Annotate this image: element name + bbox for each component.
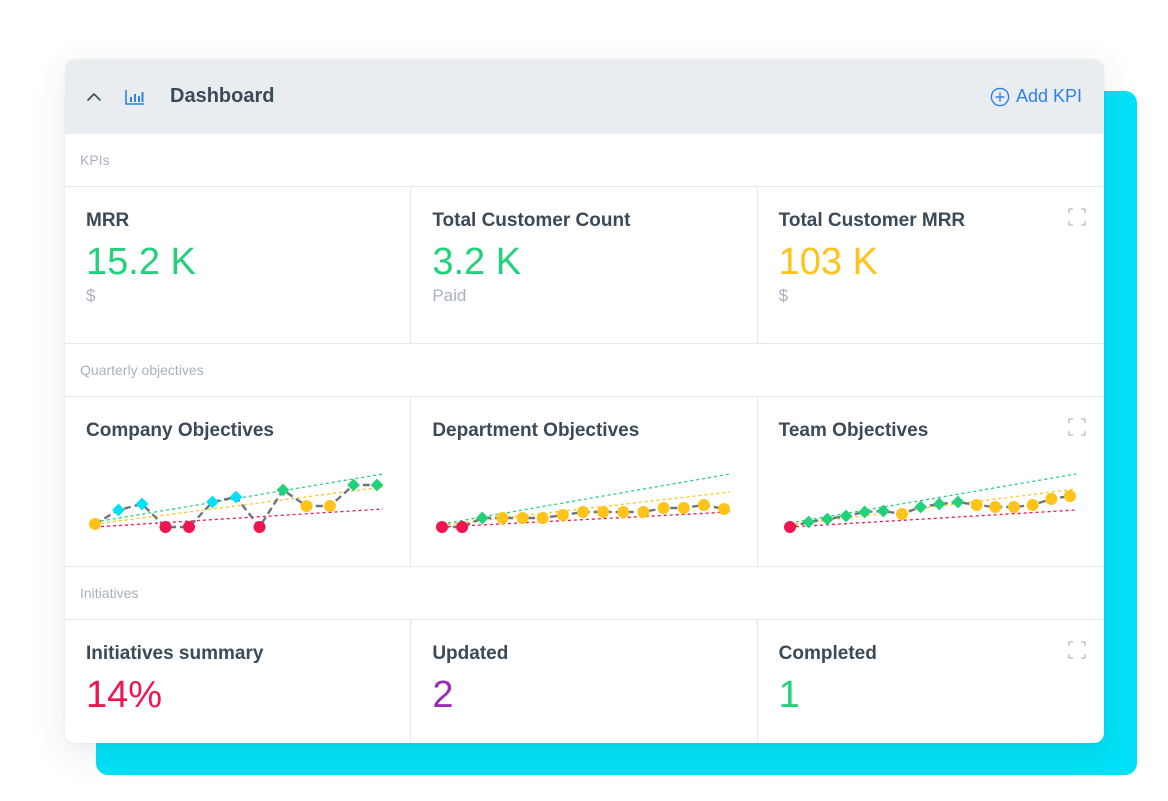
kpi-unit: Paid: [432, 286, 467, 305]
dashboard-card: Dashboard Add KPI KPIs MRR 15.2 K $ Tota…: [65, 59, 1104, 743]
initiative-tile-updated[interactable]: Updated 2: [411, 620, 758, 742]
kpi-value: 3.2 K: [432, 241, 522, 283]
initiative-title: Initiatives summary: [86, 643, 264, 664]
bar-chart-icon: [125, 89, 145, 105]
expand-icon[interactable]: [1068, 418, 1086, 436]
kpi-title: Total Customer MRR: [778, 210, 966, 231]
data-point: [557, 509, 570, 521]
data-point: [839, 509, 853, 523]
data-point: [300, 500, 313, 512]
initiative-title: Updated: [432, 643, 509, 664]
trend-line: [789, 473, 1076, 524]
sparkline-chart: [436, 473, 731, 533]
data-point: [253, 521, 266, 533]
kpi-tile-customer-mrr[interactable]: Total Customer MRR 103 K $: [758, 187, 1104, 343]
data-point: [159, 521, 172, 533]
data-point: [698, 499, 711, 511]
data-point: [1063, 490, 1076, 502]
data-point: [577, 506, 590, 518]
data-point: [370, 478, 384, 492]
data-point: [183, 521, 195, 533]
data-point: [718, 503, 731, 515]
section-label-objectives: Quarterly objectives: [65, 344, 1104, 397]
trend-line: [442, 511, 731, 528]
data-point: [135, 497, 149, 511]
data-point: [229, 490, 243, 504]
data-point: [456, 521, 469, 533]
data-point: [276, 483, 290, 497]
objective-title: Company Objectives: [86, 420, 274, 441]
objective-title: Department Objectives: [432, 420, 640, 441]
initiative-value: 1: [778, 674, 800, 716]
kpi-value: 103 K: [778, 241, 878, 283]
data-point: [876, 504, 890, 518]
objective-tile-department[interactable]: Department Objectives: [411, 397, 758, 566]
data-point: [913, 500, 927, 514]
kpi-row: MRR 15.2 K $ Total Customer Count 3.2 K …: [65, 187, 1104, 344]
data-point: [783, 521, 796, 533]
sparkline-chart: [89, 473, 384, 533]
data-point: [895, 508, 908, 520]
chevron-up-icon[interactable]: [85, 88, 103, 106]
data-point: [657, 502, 670, 514]
initiative-title: Completed: [778, 643, 877, 664]
data-point: [347, 478, 360, 492]
trend-line: [442, 473, 731, 525]
kpi-title: Total Customer Count: [432, 210, 631, 231]
trend-line: [789, 488, 1076, 526]
sparkline-chart: [783, 473, 1076, 533]
data-point: [537, 512, 550, 524]
kpi-title: MRR: [86, 210, 130, 231]
data-point: [436, 521, 449, 533]
data-point: [597, 506, 610, 518]
kpi-unit: $: [86, 286, 96, 305]
data-point: [1007, 501, 1020, 513]
data-point: [970, 499, 983, 511]
add-kpi-label: Add KPI: [1015, 86, 1082, 106]
expand-icon[interactable]: [1068, 208, 1086, 226]
initiative-value: 2: [432, 674, 454, 716]
kpi-value: 15.2 K: [86, 241, 196, 283]
section-label-initiatives: Initiatives: [65, 567, 1104, 620]
initiative-tile-completed[interactable]: Completed 1: [758, 620, 1104, 742]
initiatives-row: Initiatives summary 14% Updated 2 Comple…: [65, 620, 1104, 742]
data-point: [496, 512, 509, 524]
kpi-tile-customer-count[interactable]: Total Customer Count 3.2 K Paid: [411, 187, 758, 343]
add-kpi-button[interactable]: Add KPI: [990, 86, 1082, 107]
objective-tile-team[interactable]: Team Objectives: [758, 397, 1104, 566]
data-point: [678, 502, 691, 514]
initiative-tile-summary[interactable]: Initiatives summary 14%: [65, 620, 412, 742]
data-point: [324, 500, 336, 512]
objective-tile-company[interactable]: Company Objectives: [65, 397, 412, 566]
trend-line: [94, 486, 384, 525]
plus-circle-icon: [990, 87, 1010, 106]
data-point: [476, 511, 489, 525]
data-point: [112, 503, 125, 517]
dashboard-header: Dashboard Add KPI: [65, 59, 1104, 134]
kpi-tile-mrr[interactable]: MRR 15.2 K $: [65, 187, 412, 343]
expand-icon[interactable]: [1068, 641, 1086, 659]
objective-title: Team Objectives: [778, 420, 929, 441]
data-point: [89, 518, 101, 530]
kpi-unit: $: [778, 286, 789, 305]
data-point: [857, 505, 871, 519]
data-point: [951, 495, 965, 509]
page-title: Dashboard: [170, 85, 275, 107]
data-point: [206, 495, 219, 509]
data-point: [1044, 493, 1057, 505]
series-line: [789, 494, 1070, 529]
data-point: [820, 512, 834, 526]
data-point: [988, 501, 1001, 513]
section-label-kpis: KPIs: [65, 134, 1104, 187]
data-point: [932, 497, 946, 511]
data-point: [617, 506, 630, 518]
data-point: [637, 506, 650, 518]
objectives-row: Company Objectives Department Objectives…: [65, 397, 1104, 567]
initiative-value: 14%: [86, 674, 163, 716]
data-point: [516, 512, 529, 524]
data-point: [1026, 499, 1039, 511]
trend-line: [94, 508, 384, 528]
